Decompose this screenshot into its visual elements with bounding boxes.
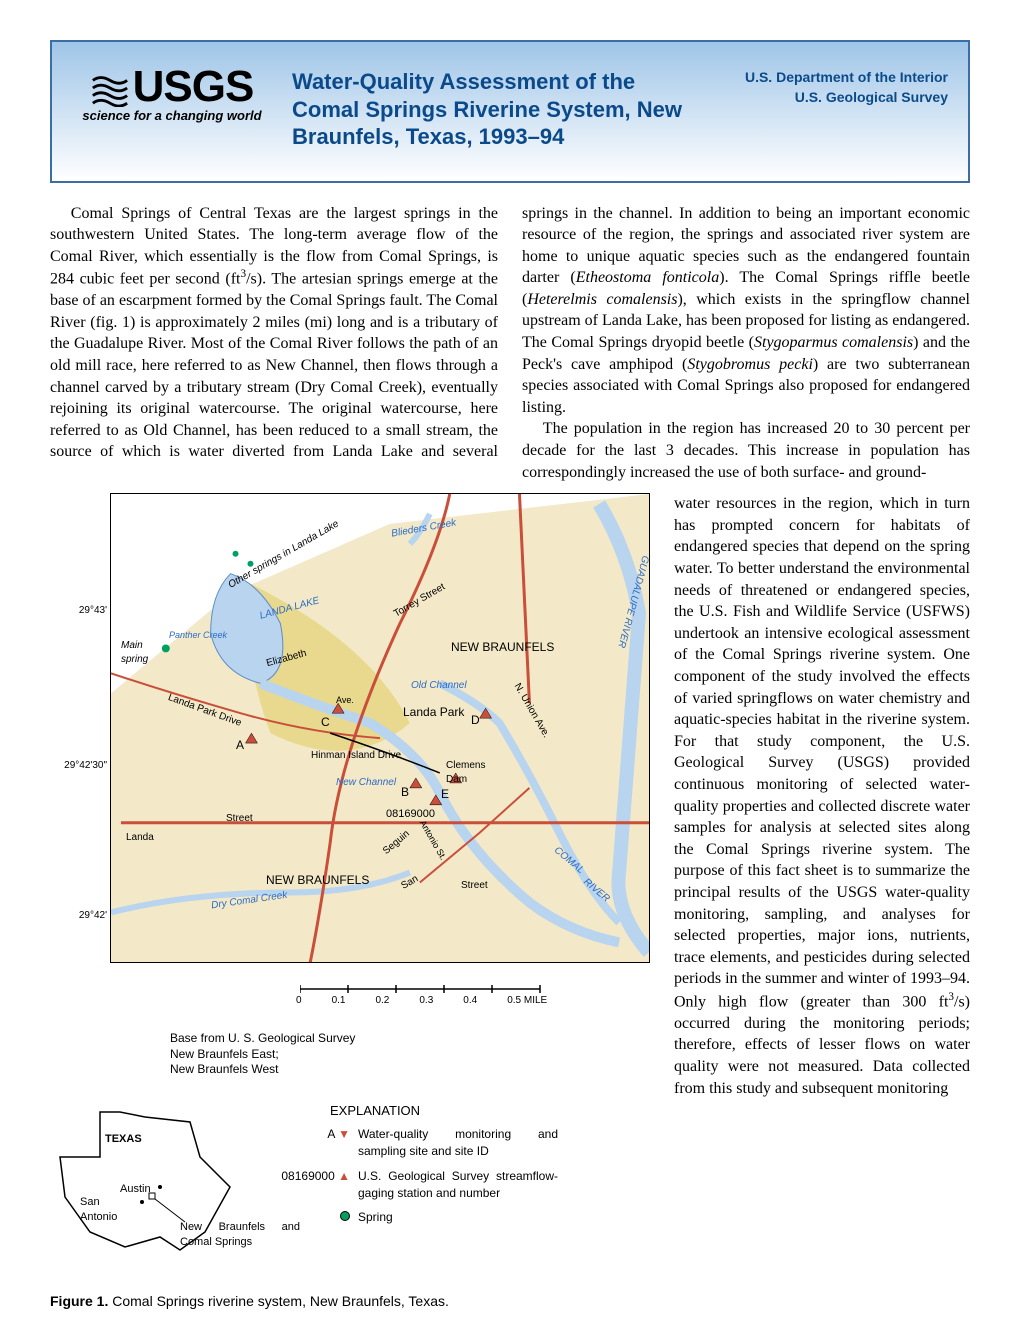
texas-locator: TEXAS Austin San Antonio New Braunfels a… [50,1102,250,1272]
explanation-title: EXPLANATION [330,1102,558,1120]
content-area: Comal Springs of Central Texas are the l… [50,203,970,1311]
label-street2: Street [461,879,488,893]
site-b: B [401,784,409,800]
label-landa-st: Landa [126,831,154,845]
lat-tick-3: 29°42' [63,909,107,923]
usgs-letters: USGS [133,62,254,112]
callout-label: New Braunfels and Comal Springs [180,1220,300,1250]
site-c: C [321,714,330,730]
usgs-logotype: USGS [91,62,254,112]
label-clemens: Clemens Dam [446,759,496,786]
explain-item-1: A ▼ Water-quality monitoring and samplin… [280,1126,558,1160]
usgs-tagline: science for a changing world [82,108,261,123]
lat-tick-1: 29°43' [63,604,107,618]
lat-tick-2: 29°42'30" [63,759,107,773]
label-hinman: Hinman Island Drive [311,749,401,763]
label-old-channel: Old Channel [411,679,467,693]
label-landa-park: Landa Park [403,704,464,720]
site-e: E [441,786,449,802]
usgs-waves-icon [91,68,129,106]
label-street: Street [226,812,253,826]
dept-line-2: U.S. Geological Survey [728,88,948,108]
map-figure: 98°08' 98°07'30" 98°07' 29°43' 29°42'30"… [110,493,650,963]
texas-label: TEXAS [105,1132,142,1147]
label-new-braunfels-2: NEW BRAUNFELS [266,872,369,888]
site-d: D [471,712,480,728]
department-block: U.S. Department of the Interior U.S. Geo… [728,62,948,107]
base-note: Base from U. S. Geological Survey New Br… [170,1031,650,1078]
explain-item-2: 08169000 ▲ U.S. Geological Survey stream… [280,1168,558,1202]
explain-item-3: Spring [280,1209,558,1226]
label-new-channel: New Channel [336,776,396,790]
intro-columns: Comal Springs of Central Texas are the l… [50,203,970,484]
label-ave: Ave. [336,694,354,706]
explanation-box: EXPLANATION A ▼ Water-quality monitoring… [280,1102,558,1234]
label-main-spring: Main spring [121,639,161,666]
san-antonio-label: San Antonio [80,1195,130,1225]
dept-line-1: U.S. Department of the Interior [728,68,948,88]
usgs-logo: USGS science for a changing world [72,62,272,123]
figure-text-wrap: 98°08' 98°07'30" 98°07' 29°43' 29°42'30"… [50,493,970,1311]
paragraph-2: The population in the region has increas… [522,418,970,483]
locator-row: TEXAS Austin San Antonio New Braunfels a… [50,1102,650,1272]
scale-bar: 0 0.1 0.2 0.3 0.4 0.5 MILE [300,975,650,1007]
map-svg [111,494,649,962]
side-text-column: water resources in the region, which in … [674,493,970,1311]
figure-caption: Figure 1. Comal Springs riverine system,… [50,1292,650,1311]
label-new-braunfels-1: NEW BRAUNFELS [451,639,554,655]
side-paragraph: water resources in the region, which in … [674,493,970,1099]
header-banner: USGS science for a changing world Water-… [50,40,970,183]
site-a: A [236,737,244,753]
document-title: Water-Quality Assessment of the Comal Sp… [292,62,708,151]
figure-column: 98°08' 98°07'30" 98°07' 29°43' 29°42'30"… [50,493,650,1311]
label-panther: Panther Creek [169,629,227,641]
